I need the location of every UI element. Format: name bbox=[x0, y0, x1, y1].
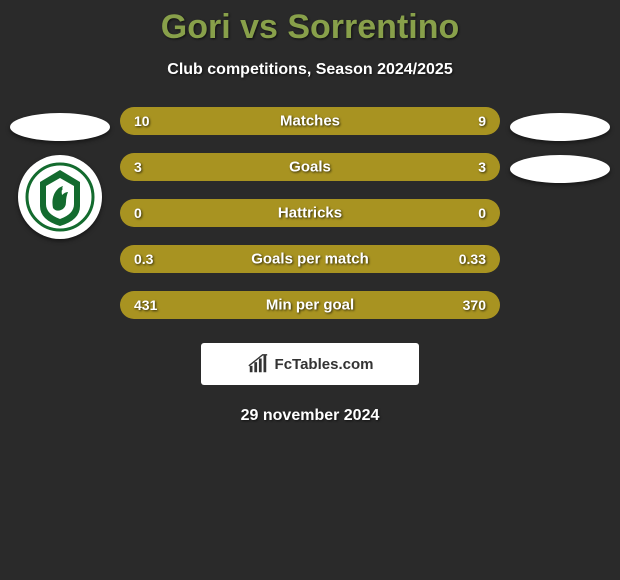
stat-bar-left-fill bbox=[120, 153, 310, 181]
stat-bar: 10 Matches 9 bbox=[120, 107, 500, 135]
stat-right-value: 0.33 bbox=[459, 251, 486, 267]
stat-bar-right-fill bbox=[310, 153, 500, 181]
stat-label: Matches bbox=[280, 113, 340, 130]
stat-bar: 0 Hattricks 0 bbox=[120, 199, 500, 227]
stat-right-value: 0 bbox=[478, 205, 486, 221]
left-player-col bbox=[6, 107, 114, 239]
date: 29 november 2024 bbox=[0, 407, 620, 425]
stat-bar: 0.3 Goals per match 0.33 bbox=[120, 245, 500, 273]
left-player-club-crest bbox=[18, 155, 102, 239]
comparison-row: 10 Matches 9 3 Goals 3 0 Hattricks 0 0.3 Goals per… bbox=[0, 107, 620, 319]
stat-bar: 3 Goals 3 bbox=[120, 153, 500, 181]
chart-icon bbox=[247, 353, 269, 375]
stat-left-value: 10 bbox=[134, 113, 150, 129]
subtitle: Club competitions, Season 2024/2025 bbox=[0, 61, 620, 79]
stat-bar-right-fill bbox=[318, 107, 500, 135]
watermark: FcTables.com bbox=[201, 343, 419, 385]
stat-label: Goals bbox=[289, 159, 331, 176]
stat-label: Hattricks bbox=[278, 205, 342, 222]
stat-left-value: 0.3 bbox=[134, 251, 153, 267]
stat-left-value: 0 bbox=[134, 205, 142, 221]
stats-bars: 10 Matches 9 3 Goals 3 0 Hattricks 0 0.3 Goals per… bbox=[114, 107, 506, 319]
watermark-text: FcTables.com bbox=[275, 356, 374, 373]
avellino-crest-icon bbox=[25, 162, 95, 232]
stat-right-value: 370 bbox=[463, 297, 486, 313]
right-player-photo-placeholder bbox=[510, 113, 610, 141]
stat-left-value: 431 bbox=[134, 297, 157, 313]
stat-right-value: 3 bbox=[478, 159, 486, 175]
left-player-photo-placeholder bbox=[10, 113, 110, 141]
stat-label: Goals per match bbox=[251, 251, 369, 268]
stat-bar: 431 Min per goal 370 bbox=[120, 291, 500, 319]
page-title: Gori vs Sorrentino bbox=[0, 8, 620, 47]
right-player-club-placeholder bbox=[510, 155, 610, 183]
stat-right-value: 9 bbox=[478, 113, 486, 129]
stat-label: Min per goal bbox=[266, 297, 354, 314]
stat-left-value: 3 bbox=[134, 159, 142, 175]
right-player-col bbox=[506, 107, 614, 183]
